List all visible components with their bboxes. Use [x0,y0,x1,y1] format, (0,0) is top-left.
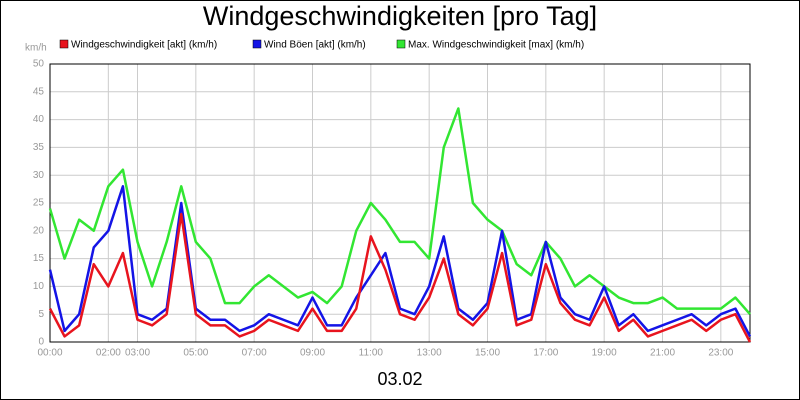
y-tick-label: 10 [33,281,45,292]
x-tick-label: 21:00 [650,348,675,359]
x-tick-label: 02:00 [96,348,121,359]
x-tick-label: 07:00 [242,348,267,359]
x-tick-label: 11:00 [359,348,384,359]
x-tick-label: 23:00 [708,348,733,359]
chart-title: Windgeschwindigkeiten [pro Tag] [203,1,597,31]
y-tick-label: 5 [38,309,44,320]
legend-label: Windgeschwindigkeit [akt] (km/h) [71,40,217,51]
y-tick-label: 40 [33,114,45,125]
y-tick-label: 15 [33,253,45,264]
x-tick-label: 19:00 [592,348,617,359]
y-tick-label: 20 [33,225,45,236]
y-tick-label: 25 [33,198,45,209]
x-tick-label: 17:00 [533,348,558,359]
y-tick-label: 45 [33,86,45,97]
y-tick-label: 30 [33,170,45,181]
series-line [48,107,751,316]
x-tick-label: 09:00 [300,348,325,359]
legend-label: Max. Windgeschwindigkeit [max] (km/h) [408,40,584,51]
legend-swatch [252,39,262,49]
x-tick-label: 13:00 [417,348,442,359]
x-tick-label: 05:00 [183,348,208,359]
y-tick-label: 50 [33,59,45,70]
legend-label: Wind Böen [akt] (km/h) [264,40,366,51]
legend-swatch [396,39,406,49]
x-tick-label: 03:00 [125,348,150,359]
y-tick-label: 35 [33,142,45,153]
y-axis-label: km/h [25,43,47,54]
x-tick-label: 00:00 [37,348,62,359]
x-axis-label: 03.02 [377,369,422,389]
x-tick-label: 15:00 [475,348,500,359]
y-tick-label: 0 [38,337,44,348]
legend-swatch [59,39,69,49]
plot-border [49,63,751,343]
series-line [48,212,752,343]
